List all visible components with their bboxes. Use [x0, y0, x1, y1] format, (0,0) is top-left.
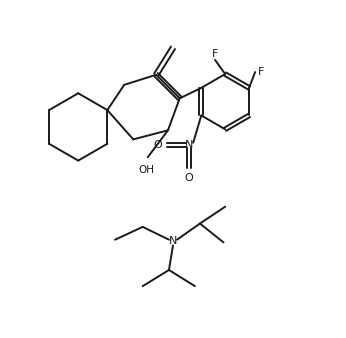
Text: N: N — [169, 236, 177, 246]
Text: O: O — [153, 140, 162, 150]
Text: F: F — [258, 67, 264, 77]
Text: OH: OH — [138, 165, 154, 175]
Text: F: F — [212, 49, 218, 59]
Text: O: O — [185, 173, 193, 183]
Text: N: N — [185, 140, 193, 150]
